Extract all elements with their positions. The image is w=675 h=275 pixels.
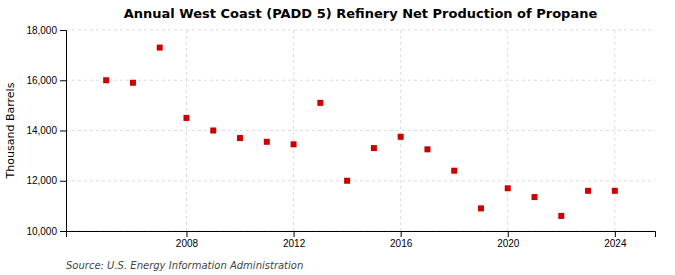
y-axis: 10,000 12,000 14,000 16,000 18,000	[26, 25, 66, 237]
point	[291, 141, 297, 147]
tick-mark	[60, 181, 66, 182]
point	[532, 194, 538, 200]
tick-mark	[508, 231, 509, 237]
tick: 18,000	[26, 25, 66, 36]
tick-label: 2008	[176, 238, 199, 249]
tick: 2012	[283, 231, 306, 249]
grid-line	[507, 30, 508, 231]
point	[451, 168, 457, 174]
points	[103, 45, 618, 219]
tick-label: 2020	[497, 238, 520, 249]
tick: 2024	[604, 231, 627, 249]
source: Source: U.S. Energy Information Administ…	[66, 260, 303, 271]
tick-label: 2012	[283, 238, 306, 249]
tick-mark	[615, 231, 616, 237]
tick: 16,000	[26, 75, 66, 86]
tick-mark	[60, 131, 66, 132]
tick-label: 14,000	[26, 125, 57, 136]
tick: 14,000	[26, 125, 66, 136]
grid-line	[186, 30, 187, 231]
tick-mark	[294, 231, 295, 237]
grid	[66, 30, 655, 231]
point	[157, 45, 163, 51]
tick-label: 16,000	[26, 75, 57, 86]
point	[398, 134, 404, 140]
tick-label: 10,000	[26, 226, 57, 237]
tick-label: 12,000	[26, 175, 57, 186]
grid-line	[400, 30, 401, 231]
axis-line	[60, 31, 67, 232]
point	[344, 178, 350, 184]
point	[505, 185, 511, 191]
point	[478, 205, 484, 211]
tick: 12,000	[26, 175, 66, 186]
point	[371, 145, 377, 151]
chart: 2008 2012 2016 2020 2024 10,000 12,000 14,000 16…	[0, 0, 675, 275]
axis-line	[67, 232, 656, 238]
grid-line	[66, 30, 655, 31]
point	[264, 139, 270, 145]
point	[612, 188, 618, 194]
point	[424, 146, 430, 152]
x-axis: 2008 2012 2016 2020 2024	[67, 231, 656, 249]
tick: 2016	[390, 231, 413, 249]
tick: 10,000	[26, 226, 66, 237]
grid-line	[66, 130, 655, 131]
plot: 2008 2012 2016 2020 2024 10,000 12,000 14,000 16…	[26, 25, 655, 249]
tick-label: 2016	[390, 238, 413, 249]
y-axis-label: Thousand Barrels	[4, 82, 17, 179]
tick-mark	[60, 231, 66, 232]
tick: 2008	[176, 231, 199, 249]
tick-label: 18,000	[26, 25, 57, 36]
tick-mark	[186, 231, 187, 237]
grid-line	[66, 80, 655, 81]
point	[103, 77, 109, 83]
grid-line	[293, 30, 294, 231]
tick-mark	[60, 80, 66, 81]
point	[210, 128, 216, 134]
point	[558, 213, 564, 219]
point	[585, 188, 591, 194]
point	[130, 80, 136, 86]
tick-label: 2024	[604, 238, 627, 249]
tick: 2020	[497, 231, 520, 249]
tick-mark	[401, 231, 402, 237]
point	[183, 115, 189, 121]
point	[317, 100, 323, 106]
grid-line	[66, 180, 655, 181]
grid-line	[614, 30, 615, 231]
title: Annual West Coast (PADD 5) Refinery Net …	[124, 6, 598, 21]
tick-mark	[60, 30, 66, 31]
point	[237, 135, 243, 141]
